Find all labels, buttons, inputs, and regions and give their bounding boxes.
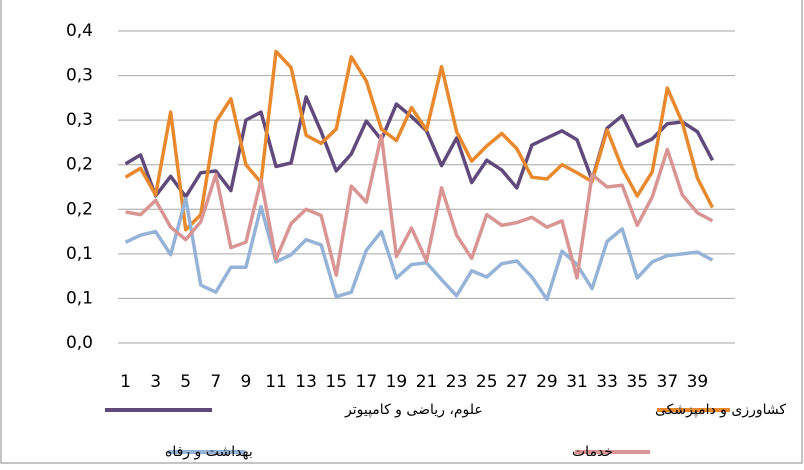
x-tick-label: 17 (356, 372, 378, 392)
y-tick-label: 0,2 (66, 199, 93, 219)
x-tick-label: 29 (536, 372, 558, 392)
x-tick-label: 13 (295, 372, 317, 392)
series-line (124, 196, 714, 302)
x-tick-label: 3 (150, 372, 161, 392)
x-tick-label: 27 (506, 372, 528, 392)
y-tick-label: 0,2 (66, 155, 93, 175)
legend-label: خدمات (572, 444, 613, 460)
x-tick-label: 37 (657, 372, 679, 392)
series-line (124, 95, 715, 199)
x-tick-label: 25 (476, 372, 498, 392)
x-tick-label: 11 (265, 372, 287, 392)
x-tick-label: 33 (596, 372, 618, 392)
y-tick-label: 0,3 (66, 66, 93, 86)
x-tick-label: 5 (180, 372, 191, 392)
x-tick-label: 35 (626, 372, 648, 392)
x-tick-label: 9 (241, 372, 252, 392)
y-tick-label: 0,4 (66, 21, 93, 41)
y-tick-label: 0,1 (66, 244, 93, 264)
legend-label: کشاورزی و دامپزشکی (655, 402, 786, 418)
x-tick-label: 15 (325, 372, 347, 392)
y-tick-label: 0,0 (66, 333, 93, 353)
x-tick-label: 7 (210, 372, 221, 392)
y-tick-label: 0,1 (66, 288, 93, 308)
x-tick-label: 1 (120, 372, 131, 392)
legend-label: علوم، رياضی و کامپيوتر (344, 402, 483, 418)
series-line (124, 49, 715, 232)
x-tick-label: 21 (416, 372, 438, 392)
x-tick-label: 23 (446, 372, 468, 392)
legend-label: بهداشت و رفاه (165, 444, 253, 460)
x-tick-label: 39 (687, 372, 709, 392)
series-line (125, 133, 714, 280)
x-tick-label: 31 (566, 372, 588, 392)
y-tick-label: 0,3 (66, 110, 93, 130)
x-tick-label: 19 (386, 372, 408, 392)
